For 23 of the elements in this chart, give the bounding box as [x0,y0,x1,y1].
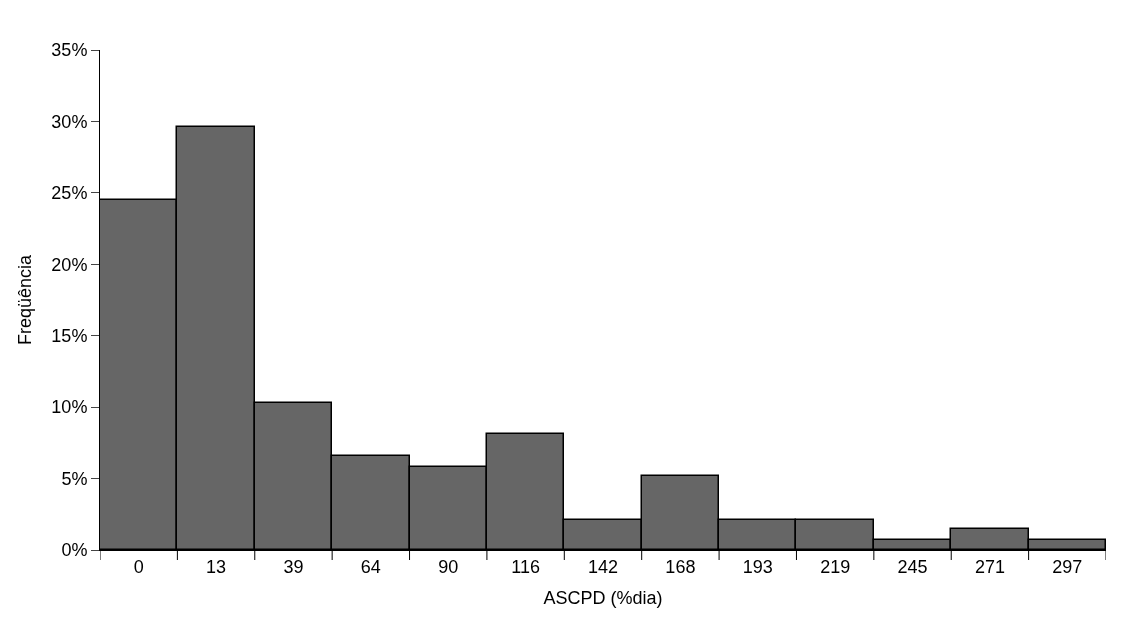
x-tick-label: 116 [511,556,540,577]
x-tick-label: 90 [438,556,459,577]
x-tick-label: 245 [897,556,928,577]
y-tick-label: 0% [61,540,88,561]
y-axis-title: Freqüência [14,253,35,346]
y-tick-label: 10% [51,397,88,418]
x-axis-title: ASCPD (%dia) [543,587,663,608]
y-tick-label: 30% [51,111,88,132]
x-tick-label: 0 [133,556,144,577]
x-tick-label: 219 [820,556,851,577]
y-tick-label: 5% [61,468,88,489]
x-tick-label: 13 [206,556,227,577]
x-tick-label: 142 [587,556,619,577]
x-tick-label: 39 [283,556,304,577]
x-tick-label: 297 [1052,556,1083,577]
x-tick-label: 168 [665,556,696,577]
x-tick-label: 193 [742,556,773,577]
x-tick-label: 64 [360,556,381,577]
x-tick-label: 271 [974,556,1005,577]
y-tick-label: 15% [51,326,88,347]
y-tick-label: 20% [51,254,88,275]
y-tick-label: 25% [51,183,88,204]
y-tick-label: 35% [51,40,88,61]
